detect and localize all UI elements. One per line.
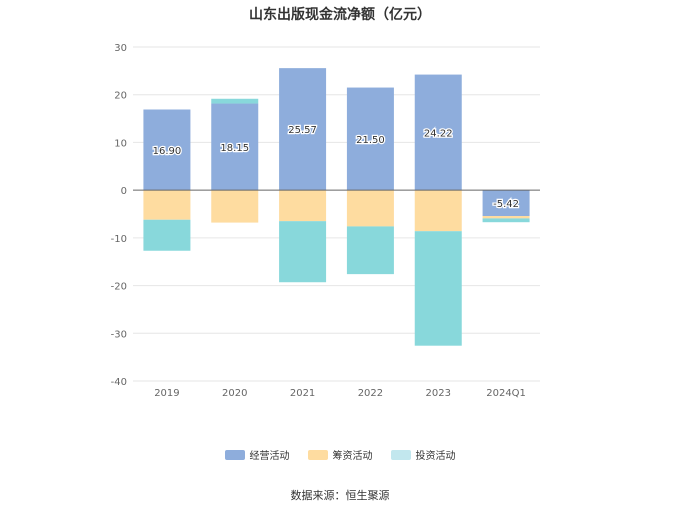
x-tick-label: 2022: [358, 388, 383, 399]
bar-segment-1: [414, 190, 462, 232]
legend-swatch-financing: [307, 449, 328, 460]
bar-segment-2: [414, 231, 462, 346]
data-label: -5.42: [493, 199, 519, 210]
bar-segment-2: [279, 221, 327, 283]
x-tick-label: 2023: [426, 388, 451, 399]
bar-segment-0: [414, 74, 462, 191]
x-tick-label: 2021: [290, 388, 315, 399]
data-label: 24.22: [424, 128, 453, 139]
data-source: 数据来源：恒生聚源: [290, 489, 390, 502]
bar-segment-0: [211, 103, 259, 191]
y-tick-label: 0: [121, 186, 127, 197]
legend: 经营活动 筹资活动 投资活动: [0, 447, 680, 462]
bar-segment-2: [143, 219, 191, 251]
bar-segment-0: [346, 87, 394, 191]
x-tick-label: 2024Q1: [486, 388, 526, 399]
y-tick-label: 30: [114, 43, 127, 54]
bar-segment-2: [482, 218, 530, 223]
bar-segment-2: [346, 226, 394, 275]
bar-segment-1: [211, 190, 259, 223]
legend-label-operating: 经营活动: [249, 451, 290, 462]
bar-segment-1: [346, 190, 394, 227]
y-tick-label: -30: [111, 329, 127, 340]
legend-item-financing[interactable]: 筹资活动: [307, 447, 373, 462]
legend-swatch-investing: [390, 449, 411, 460]
bar-segment-0: [279, 68, 327, 191]
legend-label-financing: 筹资活动: [332, 451, 373, 462]
bar-segment-1: [482, 216, 530, 219]
x-tick-label: 2020: [222, 388, 247, 399]
data-label: 18.15: [220, 143, 249, 154]
y-tick-label: 10: [114, 138, 127, 149]
data-label: 21.50: [356, 135, 385, 146]
y-tick-label: -10: [111, 234, 127, 245]
legend-item-operating[interactable]: 经营活动: [224, 447, 290, 462]
y-tick-label: 20: [114, 91, 127, 102]
x-tick-label: 2019: [154, 388, 179, 399]
bar-segment-2: [211, 98, 259, 104]
legend-label-investing: 投资活动: [415, 451, 456, 462]
data-label: 25.57: [288, 125, 317, 136]
legend-item-investing[interactable]: 投资活动: [390, 447, 456, 462]
bar-segment-0: [143, 109, 191, 191]
y-tick-label: -40: [111, 377, 127, 388]
bar-segment-0: [482, 190, 530, 217]
chart-title: 山东出版现金流净额（亿元）: [249, 7, 431, 23]
data-label: 16.90: [153, 146, 182, 157]
legend-swatch-operating: [224, 449, 245, 460]
y-tick-label: -20: [111, 282, 127, 293]
bar-segment-1: [143, 190, 191, 220]
bar-segment-1: [279, 190, 327, 222]
